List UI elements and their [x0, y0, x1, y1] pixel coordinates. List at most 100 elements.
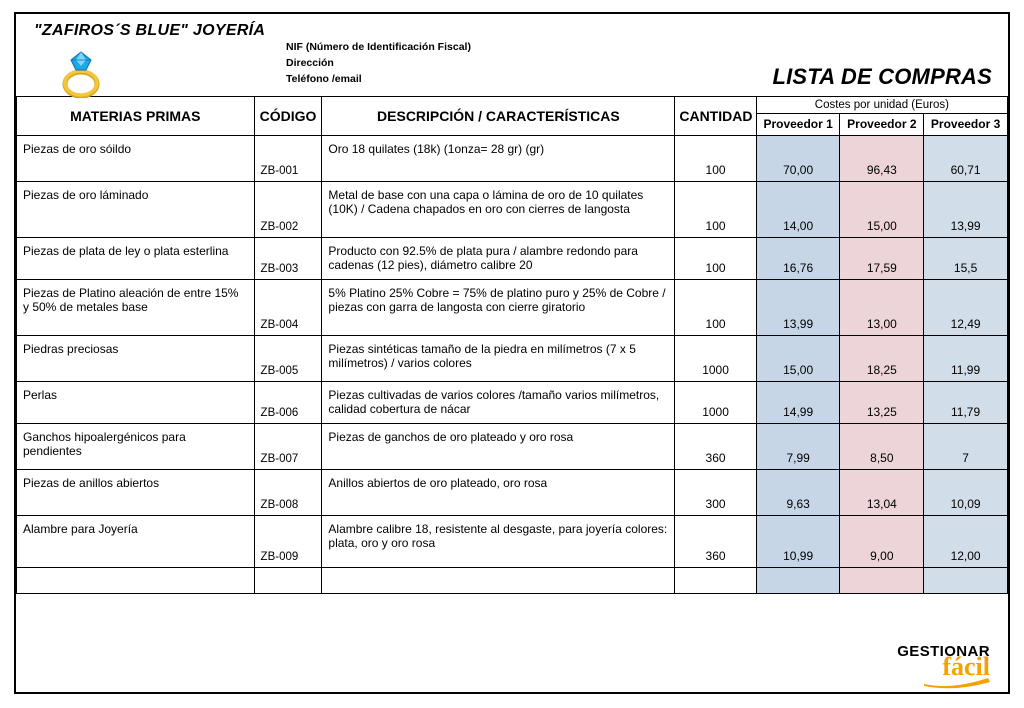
cell-cantidad: 1000 — [675, 336, 756, 382]
footer-logo: GESTIONAR fácil — [897, 644, 990, 684]
cell-prov3: 10,09 — [924, 470, 1008, 516]
cell-prov2: 13,04 — [840, 470, 924, 516]
col-prov2: Proveedor 2 — [840, 114, 924, 136]
cell-codigo: ZB-004 — [254, 280, 322, 336]
cell-descripcion: Anillos abiertos de oro plateado, oro ro… — [322, 470, 675, 516]
table-row: Alambre para JoyeríaZB-009Alambre calibr… — [17, 516, 1008, 568]
cell-cantidad: 1000 — [675, 382, 756, 424]
cell-empty — [17, 568, 255, 594]
page-title: LISTA DE COMPRAS — [772, 64, 992, 90]
cell-descripcion: Metal de base con una capa o lámina de o… — [322, 182, 675, 238]
cell-materia: Piezas de oro láminado — [17, 182, 255, 238]
cell-prov3: 12,49 — [924, 280, 1008, 336]
col-prov3: Proveedor 3 — [924, 114, 1008, 136]
cell-prov3: 11,79 — [924, 382, 1008, 424]
cell-empty — [254, 568, 322, 594]
cell-prov1: 15,00 — [756, 336, 840, 382]
cell-prov2: 17,59 — [840, 238, 924, 280]
table-row: Piezas de oro láminadoZB-002Metal de bas… — [17, 182, 1008, 238]
table-row-empty — [17, 568, 1008, 594]
purchase-table: MATERIAS PRIMAS CÓDIGO DESCRIPCIÓN / CAR… — [16, 96, 1008, 594]
cell-prov3: 7 — [924, 424, 1008, 470]
cell-prov2: 8,50 — [840, 424, 924, 470]
table-row: Piezas de plata de ley o plata esterlina… — [17, 238, 1008, 280]
cell-cantidad: 100 — [675, 136, 756, 182]
header: "ZAFIROS´S BLUE" JOYERÍA NIF (Número de … — [16, 14, 1008, 96]
cell-prov1: 13,99 — [756, 280, 840, 336]
cell-empty — [675, 568, 756, 594]
header-row-1: MATERIAS PRIMAS CÓDIGO DESCRIPCIÓN / CAR… — [17, 97, 1008, 114]
col-codigo: CÓDIGO — [254, 97, 322, 136]
cell-prov1: 9,63 — [756, 470, 840, 516]
cell-materia: Piezas de oro sóildo — [17, 136, 255, 182]
fiscal-phone: Teléfono /email — [286, 72, 471, 88]
cell-prov2: 18,25 — [840, 336, 924, 382]
cell-cantidad: 100 — [675, 238, 756, 280]
table-body: Piezas de oro sóildoZB-001Oro 18 quilate… — [17, 136, 1008, 594]
cell-prov2: 13,00 — [840, 280, 924, 336]
cell-prov2: 13,25 — [840, 382, 924, 424]
cell-codigo: ZB-008 — [254, 470, 322, 516]
cell-materia: Piezas de anillos abiertos — [17, 470, 255, 516]
cell-prov1: 14,99 — [756, 382, 840, 424]
cell-prov3: 60,71 — [924, 136, 1008, 182]
cell-prov2: 96,43 — [840, 136, 924, 182]
company-name: "ZAFIROS´S BLUE" JOYERÍA — [34, 22, 990, 40]
cell-descripcion: Producto con 92.5% de plata pura / alamb… — [322, 238, 675, 280]
cell-descripcion: Oro 18 quilates (18k) (1onza= 28 gr) (gr… — [322, 136, 675, 182]
cell-descripcion: Piezas cultivadas de varios colores /tam… — [322, 382, 675, 424]
col-materias: MATERIAS PRIMAS — [17, 97, 255, 136]
cell-codigo: ZB-001 — [254, 136, 322, 182]
table-row: Piedras preciosasZB-005Piezas sintéticas… — [17, 336, 1008, 382]
cell-descripcion: 5% Platino 25% Cobre = 75% de platino pu… — [322, 280, 675, 336]
cell-cantidad: 360 — [675, 424, 756, 470]
logo-swoosh-icon — [922, 676, 992, 690]
cell-codigo: ZB-007 — [254, 424, 322, 470]
cell-materia: Perlas — [17, 382, 255, 424]
cell-codigo: ZB-009 — [254, 516, 322, 568]
table-row: Ganchos hipoalergénicos para pendientesZ… — [17, 424, 1008, 470]
cell-materia: Piedras preciosas — [17, 336, 255, 382]
col-cantidad: CANTIDAD — [675, 97, 756, 136]
cell-cantidad: 300 — [675, 470, 756, 516]
table-row: Piezas de Platino aleación de entre 15% … — [17, 280, 1008, 336]
col-prov1: Proveedor 1 — [756, 114, 840, 136]
cell-prov1: 16,76 — [756, 238, 840, 280]
cell-codigo: ZB-005 — [254, 336, 322, 382]
cell-empty — [322, 568, 675, 594]
cell-cantidad: 100 — [675, 280, 756, 336]
col-costes: Costes por unidad (Euros) — [756, 97, 1007, 114]
fiscal-nif: NIF (Número de Identificación Fiscal) — [286, 40, 471, 56]
cell-prov3: 15,5 — [924, 238, 1008, 280]
cell-prov1: 70,00 — [756, 136, 840, 182]
cell-prov3: 12,00 — [924, 516, 1008, 568]
table-row: Piezas de anillos abiertosZB-008Anillos … — [17, 470, 1008, 516]
cell-prov3: 11,99 — [924, 336, 1008, 382]
sheet-border: "ZAFIROS´S BLUE" JOYERÍA NIF (Número de … — [14, 12, 1010, 694]
cell-materia: Alambre para Joyería — [17, 516, 255, 568]
cell-materia: Piezas de plata de ley o plata esterlina — [17, 238, 255, 280]
cell-cantidad: 360 — [675, 516, 756, 568]
cell-empty — [924, 568, 1008, 594]
cell-descripcion: Piezas sintéticas tamaño de la piedra en… — [322, 336, 675, 382]
cell-prov1: 14,00 — [756, 182, 840, 238]
cell-empty — [756, 568, 840, 594]
cell-materia: Piezas de Platino aleación de entre 15% … — [17, 280, 255, 336]
cell-descripcion: Alambre calibre 18, resistente al desgas… — [322, 516, 675, 568]
cell-prov2: 9,00 — [840, 516, 924, 568]
cell-materia: Ganchos hipoalergénicos para pendientes — [17, 424, 255, 470]
table-row: Piezas de oro sóildoZB-001Oro 18 quilate… — [17, 136, 1008, 182]
cell-prov1: 10,99 — [756, 516, 840, 568]
ring-icon — [56, 48, 106, 98]
cell-descripcion: Piezas de ganchos de oro plateado y oro … — [322, 424, 675, 470]
cell-codigo: ZB-006 — [254, 382, 322, 424]
cell-prov1: 7,99 — [756, 424, 840, 470]
cell-codigo: ZB-003 — [254, 238, 322, 280]
cell-codigo: ZB-002 — [254, 182, 322, 238]
fiscal-info: NIF (Número de Identificación Fiscal) Di… — [286, 40, 471, 87]
col-descripcion: DESCRIPCIÓN / CARACTERÍSTICAS — [322, 97, 675, 136]
fiscal-address: Dirección — [286, 56, 471, 72]
cell-prov2: 15,00 — [840, 182, 924, 238]
table-row: PerlasZB-006Piezas cultivadas de varios … — [17, 382, 1008, 424]
cell-cantidad: 100 — [675, 182, 756, 238]
